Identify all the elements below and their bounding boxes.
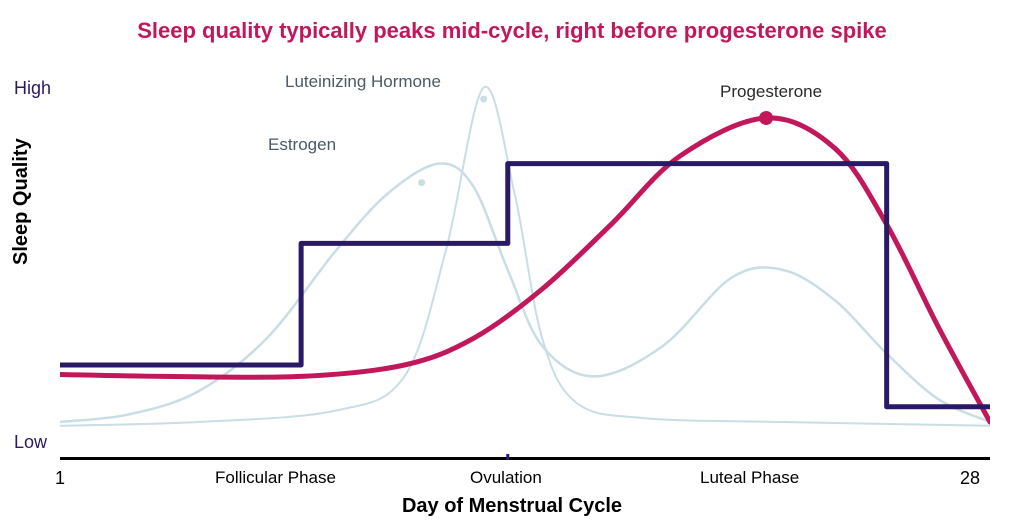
x-tick-start: 1 [55, 468, 65, 489]
progesterone-peak-marker-icon [759, 111, 773, 125]
plot-area [60, 80, 990, 460]
x-phase-follicular: Follicular Phase [215, 468, 336, 488]
x-phase-luteal: Luteal Phase [700, 468, 799, 488]
lh-label-dot-icon [480, 96, 487, 103]
y-tick-low: Low [14, 432, 47, 453]
x-tick-end: 28 [960, 468, 980, 489]
x-phase-ovulation: Ovulation [470, 468, 542, 488]
y-axis-title: Sleep Quality [10, 138, 33, 265]
series-estrogen [60, 163, 990, 422]
x-axis-title: Day of Menstrual Cycle [0, 495, 1024, 518]
series-sleep-quality [60, 164, 990, 407]
chart-svg [60, 80, 990, 460]
chart-container: Sleep quality typically peaks mid-cycle,… [0, 0, 1024, 528]
estrogen-label-dot-icon [418, 179, 425, 186]
y-tick-high: High [14, 78, 51, 99]
chart-title: Sleep quality typically peaks mid-cycle,… [0, 18, 1024, 44]
